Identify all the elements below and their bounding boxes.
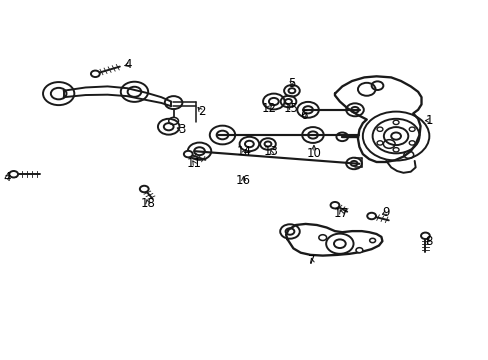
Text: 9: 9 xyxy=(382,206,389,219)
Circle shape xyxy=(376,127,382,131)
Circle shape xyxy=(9,171,18,177)
Circle shape xyxy=(366,213,375,219)
Circle shape xyxy=(420,233,429,239)
Text: 5: 5 xyxy=(287,77,295,90)
Text: 14: 14 xyxy=(237,145,251,158)
Circle shape xyxy=(140,186,148,192)
Circle shape xyxy=(168,117,178,125)
Text: 4: 4 xyxy=(124,58,132,71)
Circle shape xyxy=(183,151,192,157)
Text: 3: 3 xyxy=(178,123,185,136)
Text: 6: 6 xyxy=(300,109,307,122)
Circle shape xyxy=(330,202,339,208)
Text: 7: 7 xyxy=(307,255,315,267)
Text: 2: 2 xyxy=(197,105,205,118)
Circle shape xyxy=(318,235,326,240)
Circle shape xyxy=(376,141,382,145)
Text: 18: 18 xyxy=(140,197,155,210)
Text: 8: 8 xyxy=(425,235,432,248)
Text: 13: 13 xyxy=(264,145,278,158)
Text: 15: 15 xyxy=(283,102,298,114)
Circle shape xyxy=(91,71,100,77)
Text: 11: 11 xyxy=(187,157,202,170)
Text: 16: 16 xyxy=(236,174,250,187)
Circle shape xyxy=(355,248,362,253)
Circle shape xyxy=(369,238,375,243)
Text: 10: 10 xyxy=(306,147,321,159)
Circle shape xyxy=(392,120,398,125)
Circle shape xyxy=(392,148,398,152)
Text: 17: 17 xyxy=(333,207,348,220)
Circle shape xyxy=(390,132,400,140)
Circle shape xyxy=(408,127,414,131)
Text: 4: 4 xyxy=(3,171,11,184)
Text: 1: 1 xyxy=(425,114,432,127)
Text: 12: 12 xyxy=(261,102,276,114)
Circle shape xyxy=(408,141,414,145)
